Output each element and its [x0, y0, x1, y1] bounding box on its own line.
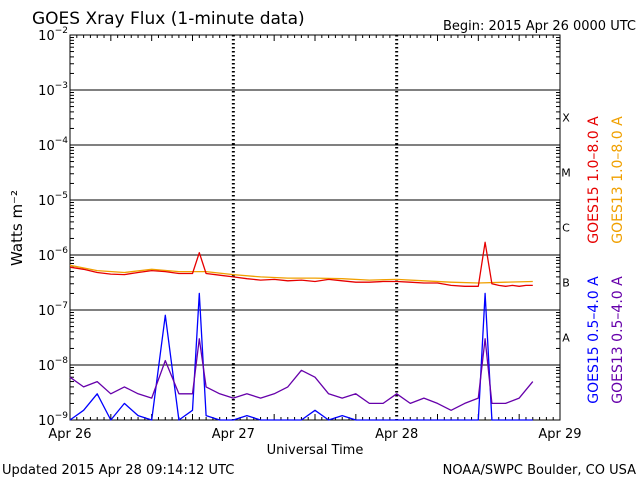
- grid: [70, 35, 560, 420]
- flare-class-label: A: [562, 332, 570, 345]
- begin-label: Begin: 2015 Apr 26 0000 UTC: [443, 19, 636, 34]
- series-line: [69, 241, 533, 287]
- y-tick-label: 10−4: [38, 136, 68, 154]
- y-tick-base: 10: [38, 249, 55, 264]
- y-tick-label: 10−8: [38, 356, 68, 374]
- y-axis-label: Watts m⁻²: [8, 190, 26, 266]
- x-tick-labels: Apr 26 Apr 27 Apr 28 Apr 29: [48, 427, 581, 442]
- x-tick-label: Apr 28: [375, 427, 418, 442]
- series-line: [69, 264, 533, 284]
- y-tick-exponent: −3: [55, 81, 68, 91]
- legend-entry: GOES15 0.5–4.0 A: [586, 276, 602, 404]
- x-tick-label: Apr 29: [538, 427, 581, 442]
- flare-class-label: B: [562, 277, 570, 290]
- y-tick-exponent: −7: [55, 301, 68, 311]
- updated-label: Updated 2015 Apr 28 09:14:12 UTC: [2, 463, 234, 478]
- y-tick-exponent: −9: [55, 411, 69, 421]
- credit-label: NOAA/SWPC Boulder, CO USA: [443, 463, 636, 478]
- y-tick-label: 10−6: [38, 246, 68, 264]
- legend: GOES15 1.0–8.0 A GOES13 1.0–8.0 A GOES15 0…: [586, 116, 626, 404]
- y-tick-base: 10: [38, 359, 55, 374]
- x-tick-label: Apr 27: [212, 427, 255, 442]
- y-tick-labels: 10−910−810−710−610−510−410−310−2: [38, 26, 68, 429]
- series-lines: [69, 241, 534, 421]
- series-line: [69, 292, 533, 421]
- series-line: [69, 338, 534, 411]
- chart-title: GOES Xray Flux (1-minute data): [32, 9, 305, 29]
- y-tick-label: 10−2: [38, 26, 68, 44]
- y-tick-base: 10: [38, 194, 55, 209]
- x-tick-label: Apr 26: [48, 427, 91, 442]
- y-tick-base: 10: [38, 84, 55, 99]
- y-tick-label: 10−5: [38, 191, 68, 209]
- y-tick-base: 10: [38, 139, 55, 154]
- y-tick-exponent: −5: [55, 191, 68, 201]
- y-tick-label: 10−3: [38, 81, 68, 99]
- flare-class-label: X: [562, 112, 570, 125]
- flare-class-labels: A B C M X: [561, 112, 571, 345]
- y-tick-exponent: −2: [55, 26, 68, 36]
- y-tick-label: 10−7: [38, 301, 68, 319]
- y-tick-label: 10−9: [38, 411, 68, 429]
- flare-class-label: C: [562, 222, 570, 235]
- legend-entry: GOES13 0.5–4.0 A: [610, 276, 626, 404]
- y-tick-base: 10: [38, 304, 55, 319]
- y-tick-exponent: −8: [55, 356, 69, 366]
- y-tick-exponent: −4: [55, 136, 69, 146]
- y-tick-base: 10: [38, 29, 55, 44]
- plot-frame: [69, 34, 561, 421]
- y-tick-base: 10: [38, 414, 55, 429]
- x-axis-label: Universal Time: [267, 443, 364, 458]
- legend-entry: GOES15 1.0–8.0 A: [586, 116, 602, 244]
- y-tick-exponent: −6: [55, 246, 69, 256]
- flare-class-label: M: [561, 167, 571, 180]
- legend-entry: GOES13 1.0–8.0 A: [610, 116, 626, 244]
